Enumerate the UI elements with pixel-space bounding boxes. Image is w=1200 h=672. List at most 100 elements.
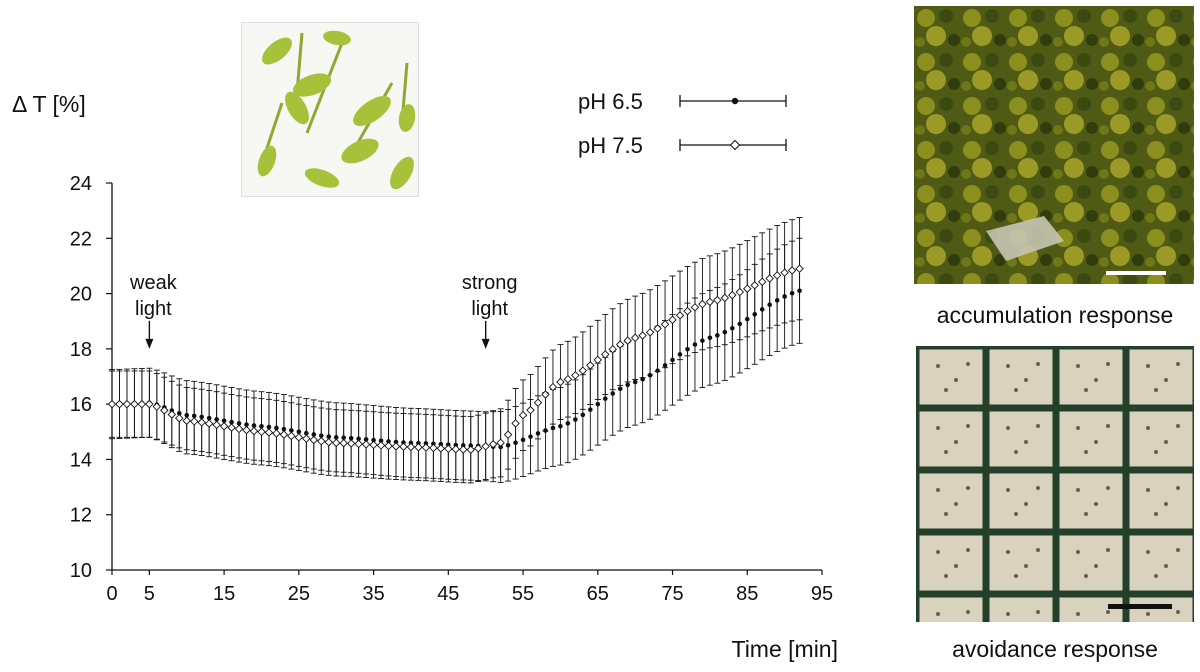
y-tick-label: 18 xyxy=(70,339,92,361)
y-tick-label: 24 xyxy=(70,173,92,195)
avoidance-caption: avoidance response xyxy=(952,636,1158,662)
data-point xyxy=(617,386,623,392)
data-point xyxy=(743,284,752,293)
annotation-arrow-head xyxy=(481,338,490,349)
data-point xyxy=(518,410,528,420)
data-point xyxy=(588,407,593,412)
data-point xyxy=(414,442,423,452)
legend-marker xyxy=(729,139,741,151)
seedlings-illustration xyxy=(257,30,416,190)
data-point xyxy=(317,436,326,446)
data-point xyxy=(115,399,124,409)
y-tick-label: 20 xyxy=(70,284,92,306)
data-point xyxy=(580,412,586,418)
y-tick-label: 12 xyxy=(70,505,92,527)
data-point xyxy=(623,336,632,345)
data-point xyxy=(630,333,640,343)
data-point xyxy=(212,420,221,430)
data-point xyxy=(339,438,348,448)
data-point xyxy=(608,344,617,354)
axes: 10 12 14 16 18 20 22 24 0 5 15 25 35 45 55 65 75 85 95 xyxy=(70,173,833,605)
annotation-text: strong xyxy=(462,272,518,294)
data-point xyxy=(175,413,184,423)
annotation-0: weak light xyxy=(129,272,178,349)
avoidance-texture xyxy=(916,346,1194,622)
legend: pH 6.5 pH 7.5 xyxy=(578,89,787,158)
data-point xyxy=(391,442,401,451)
annotation-arrow-head xyxy=(145,338,154,349)
data-point xyxy=(324,437,333,447)
data-point xyxy=(645,328,655,337)
x-tick-label: 85 xyxy=(736,583,758,605)
data-point xyxy=(451,444,461,454)
x-tick-label: 65 xyxy=(587,583,609,605)
data-point xyxy=(556,377,565,387)
x-tick-label: 35 xyxy=(362,583,384,605)
data-point xyxy=(548,382,558,392)
data-point xyxy=(735,287,745,297)
data-point xyxy=(204,419,214,428)
data-point xyxy=(459,445,468,454)
x-axis-label: Time [min] xyxy=(732,636,839,662)
y-axis-label: Δ T [%] xyxy=(12,91,86,117)
data-point xyxy=(550,425,556,431)
data-point xyxy=(279,430,289,439)
x-tick-label: 75 xyxy=(661,583,683,605)
data-point xyxy=(384,441,393,451)
data-point xyxy=(780,268,789,277)
x-tick-label: 25 xyxy=(288,583,310,605)
data-point xyxy=(541,390,550,399)
avoidance-micrograph xyxy=(916,346,1194,622)
data-point xyxy=(503,430,513,439)
legend-item-1: pH 7.5 xyxy=(578,133,787,158)
data-point xyxy=(287,431,296,441)
data-point xyxy=(563,374,573,384)
data-point xyxy=(602,396,608,401)
scale-bar-white xyxy=(1106,271,1166,275)
data-point xyxy=(720,293,730,303)
data-point xyxy=(595,401,601,407)
data-point xyxy=(376,441,386,450)
x-tick-label: 15 xyxy=(213,583,235,605)
y-tick-label: 14 xyxy=(70,449,92,471)
data-point xyxy=(130,399,139,409)
data-point xyxy=(399,442,408,451)
data-point xyxy=(264,428,274,437)
data-point xyxy=(586,361,595,370)
data-point xyxy=(610,391,616,396)
data-point xyxy=(466,445,475,454)
data-point xyxy=(632,379,638,385)
data-point xyxy=(578,366,588,375)
data-point xyxy=(511,419,520,428)
data-point xyxy=(668,315,677,325)
data-point xyxy=(189,417,199,426)
data-point xyxy=(690,303,700,312)
data-point xyxy=(444,444,453,454)
data-point xyxy=(137,399,147,409)
data-point xyxy=(571,371,580,380)
legend-label: pH 7.5 xyxy=(578,133,643,158)
seedlings-photo xyxy=(241,22,419,197)
data-point xyxy=(705,297,715,307)
data-point xyxy=(145,399,154,409)
data-point xyxy=(331,438,341,448)
x-tick-label: 95 xyxy=(811,583,833,605)
data-point xyxy=(473,444,483,453)
data-point xyxy=(573,417,578,422)
series-layer xyxy=(107,217,804,484)
data-point xyxy=(526,405,535,415)
annotation-text: weak xyxy=(129,272,178,294)
data-point xyxy=(558,423,563,429)
legend-item-0: pH 6.5 xyxy=(578,89,787,114)
data-point xyxy=(354,439,363,449)
data-point xyxy=(750,281,759,290)
annotation-text: light xyxy=(471,298,508,320)
data-point xyxy=(234,424,244,434)
data-point xyxy=(481,442,490,451)
data-point xyxy=(565,421,571,426)
data-point xyxy=(197,418,206,427)
data-point xyxy=(429,443,438,453)
data-point xyxy=(122,399,132,409)
data-point xyxy=(421,443,431,452)
data-point xyxy=(302,434,311,443)
